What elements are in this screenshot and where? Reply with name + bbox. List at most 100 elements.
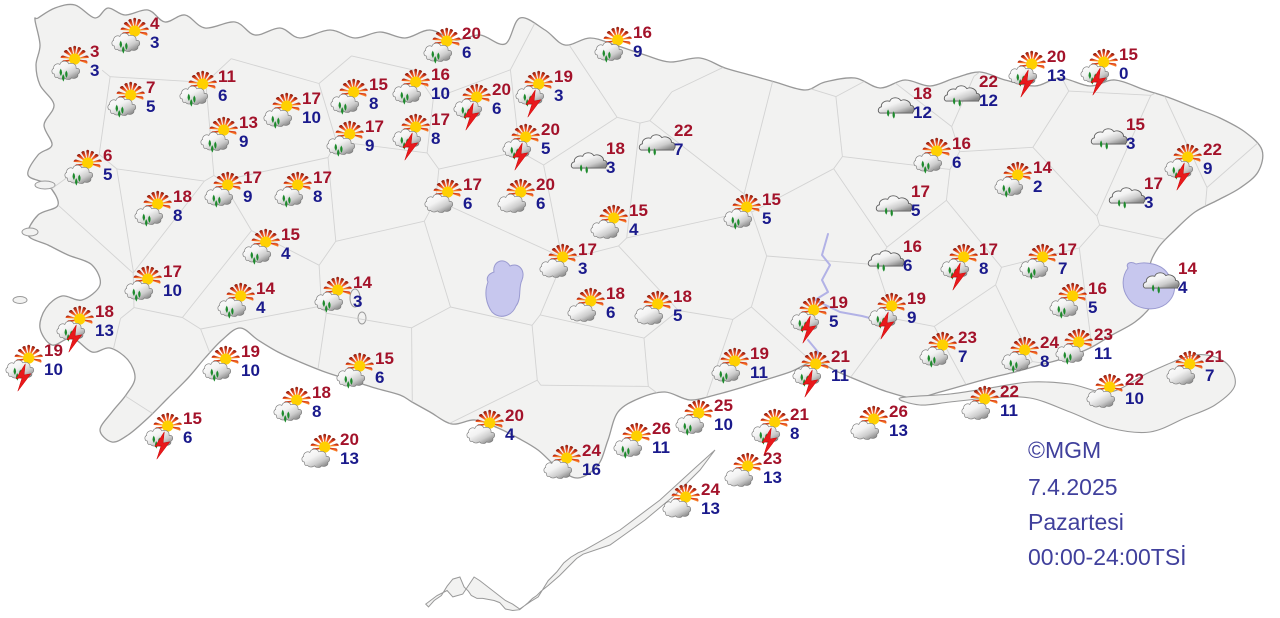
svg-text:11: 11 [1094, 344, 1112, 363]
svg-text:9: 9 [365, 136, 374, 155]
svg-text:13: 13 [340, 449, 359, 468]
svg-text:19: 19 [44, 341, 63, 360]
svg-text:12: 12 [979, 91, 998, 110]
svg-text:4: 4 [1178, 278, 1188, 297]
svg-text:5: 5 [103, 165, 112, 184]
svg-text:6: 6 [375, 368, 384, 387]
svg-text:Pazartesi: Pazartesi [1028, 509, 1124, 535]
svg-text:13: 13 [1047, 66, 1066, 85]
svg-text:15: 15 [281, 225, 300, 244]
svg-text:13: 13 [889, 421, 908, 440]
svg-text:8: 8 [173, 206, 182, 225]
svg-text:15: 15 [369, 75, 388, 94]
svg-text:16: 16 [903, 237, 922, 256]
svg-text:22: 22 [674, 121, 693, 140]
svg-text:19: 19 [907, 289, 926, 308]
svg-text:17: 17 [243, 168, 262, 187]
svg-text:6: 6 [903, 256, 912, 275]
svg-text:15: 15 [762, 190, 781, 209]
svg-text:23: 23 [763, 449, 782, 468]
svg-text:20: 20 [541, 120, 560, 139]
svg-text:8: 8 [1040, 352, 1049, 371]
svg-text:7: 7 [1058, 259, 1067, 278]
svg-text:11: 11 [1000, 401, 1018, 420]
svg-text:15: 15 [629, 201, 648, 220]
svg-text:8: 8 [979, 259, 988, 278]
svg-text:17: 17 [163, 262, 182, 281]
svg-text:13: 13 [763, 468, 782, 487]
svg-text:18: 18 [606, 139, 625, 158]
svg-text:10: 10 [714, 415, 733, 434]
svg-text:15: 15 [1126, 115, 1145, 134]
svg-text:17: 17 [578, 240, 597, 259]
svg-text:24: 24 [582, 441, 601, 460]
svg-text:4: 4 [281, 244, 291, 263]
svg-text:3: 3 [90, 61, 99, 80]
svg-text:22: 22 [1000, 382, 1019, 401]
svg-text:2: 2 [1033, 177, 1042, 196]
svg-text:17: 17 [302, 89, 321, 108]
svg-text:11: 11 [831, 366, 849, 385]
svg-text:18: 18 [606, 284, 625, 303]
svg-text:0: 0 [1119, 64, 1128, 83]
svg-text:10: 10 [163, 281, 182, 300]
svg-text:3: 3 [150, 33, 159, 52]
svg-text:10: 10 [44, 360, 63, 379]
svg-text:15: 15 [183, 409, 202, 428]
svg-text:20: 20 [1047, 47, 1066, 66]
svg-text:14: 14 [353, 273, 372, 292]
svg-text:24: 24 [701, 480, 720, 499]
svg-text:7: 7 [958, 347, 967, 366]
svg-text:17: 17 [1144, 174, 1163, 193]
svg-text:5: 5 [673, 306, 682, 325]
svg-text:9: 9 [633, 42, 642, 61]
svg-text:23: 23 [958, 328, 977, 347]
svg-text:20: 20 [462, 24, 481, 43]
svg-text:20: 20 [536, 175, 555, 194]
svg-text:5: 5 [1088, 298, 1097, 317]
svg-text:18: 18 [913, 84, 932, 103]
svg-text:3: 3 [606, 158, 615, 177]
svg-text:14: 14 [1178, 259, 1197, 278]
svg-text:16: 16 [431, 65, 450, 84]
svg-text:18: 18 [173, 187, 192, 206]
svg-text:19: 19 [829, 293, 848, 312]
svg-text:10: 10 [431, 84, 450, 103]
svg-text:19: 19 [554, 67, 573, 86]
svg-text:8: 8 [369, 94, 378, 113]
svg-text:4: 4 [150, 14, 160, 33]
svg-text:18: 18 [673, 287, 692, 306]
svg-text:16: 16 [1088, 279, 1107, 298]
svg-text:7: 7 [674, 140, 683, 159]
svg-text:22: 22 [1125, 370, 1144, 389]
svg-text:10: 10 [1125, 389, 1144, 408]
svg-text:22: 22 [1203, 140, 1222, 159]
svg-text:22: 22 [979, 72, 998, 91]
svg-text:15: 15 [1119, 45, 1138, 64]
svg-text:16: 16 [582, 460, 601, 479]
svg-text:6: 6 [952, 153, 961, 172]
svg-text:25: 25 [714, 396, 733, 415]
svg-text:©MGM: ©MGM [1028, 437, 1101, 463]
svg-text:4: 4 [505, 425, 515, 444]
svg-text:19: 19 [750, 344, 769, 363]
svg-text:9: 9 [239, 132, 248, 151]
svg-text:8: 8 [313, 187, 322, 206]
svg-text:16: 16 [952, 134, 971, 153]
svg-text:26: 26 [652, 419, 671, 438]
svg-text:6: 6 [606, 303, 615, 322]
svg-text:26: 26 [889, 402, 908, 421]
svg-text:18: 18 [312, 383, 331, 402]
svg-text:6: 6 [218, 86, 227, 105]
svg-text:11: 11 [218, 67, 236, 86]
svg-text:3: 3 [90, 42, 99, 61]
svg-text:9: 9 [907, 308, 916, 327]
svg-text:17: 17 [911, 182, 930, 201]
svg-text:14: 14 [256, 279, 275, 298]
svg-text:24: 24 [1040, 333, 1059, 352]
svg-text:3: 3 [1144, 193, 1153, 212]
svg-text:5: 5 [541, 139, 550, 158]
svg-text:3: 3 [578, 259, 587, 278]
svg-text:21: 21 [1205, 347, 1224, 366]
svg-text:13: 13 [239, 113, 258, 132]
